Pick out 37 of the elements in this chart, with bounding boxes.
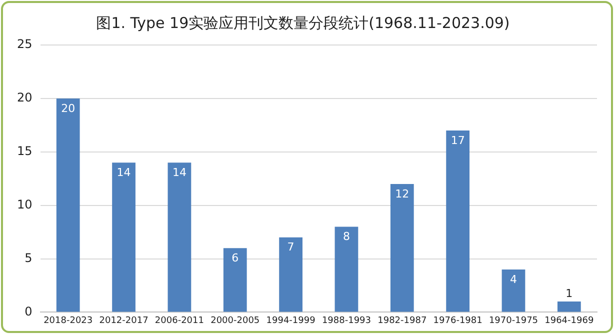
x-tick-label: 1994-1999 bbox=[266, 316, 316, 326]
bar bbox=[112, 162, 136, 312]
y-tick-label: 5 bbox=[24, 250, 32, 265]
data-label: 7 bbox=[287, 240, 294, 254]
bar bbox=[223, 248, 247, 312]
x-tick-label: 1982-1987 bbox=[378, 316, 427, 326]
y-tick-label: 0 bbox=[24, 304, 32, 318]
data-label: 14 bbox=[172, 166, 186, 179]
y-tick-label: 20 bbox=[16, 90, 32, 105]
data-label: 14 bbox=[116, 166, 131, 179]
bar bbox=[168, 162, 192, 312]
data-label: 1 bbox=[566, 286, 573, 300]
x-tick-label: 1964-1969 bbox=[544, 316, 594, 326]
y-tick-label: 25 bbox=[16, 37, 32, 52]
bar bbox=[446, 130, 470, 312]
data-label: 12 bbox=[395, 187, 410, 200]
bar bbox=[334, 226, 358, 312]
x-tick-label: 2000-2005 bbox=[210, 316, 260, 326]
data-label: 8 bbox=[342, 230, 350, 244]
x-tick-label: 1988-1993 bbox=[322, 316, 372, 326]
bar bbox=[390, 184, 414, 312]
y-tick-label: 10 bbox=[16, 197, 32, 212]
bar bbox=[56, 98, 80, 312]
x-tick-label: 2018-2023 bbox=[44, 316, 93, 326]
data-label: 6 bbox=[232, 251, 239, 264]
x-tick-label: 2012-2017 bbox=[99, 316, 148, 326]
y-tick-label: 15 bbox=[16, 144, 32, 158]
x-tick-label: 1976-1981 bbox=[433, 316, 482, 326]
bar bbox=[279, 237, 302, 312]
x-tick-label: 1970-1975 bbox=[488, 316, 538, 326]
data-label: 4 bbox=[510, 272, 517, 286]
chart-title: 图1. Type 19实验应用刊文数量分段统计(1968.11-2023.09) bbox=[96, 14, 510, 32]
x-tick-label: 2006-2011 bbox=[154, 316, 204, 326]
data-label: 17 bbox=[450, 134, 465, 147]
data-label: 20 bbox=[61, 102, 76, 115]
bar bbox=[557, 302, 581, 312]
bar bbox=[502, 269, 526, 312]
